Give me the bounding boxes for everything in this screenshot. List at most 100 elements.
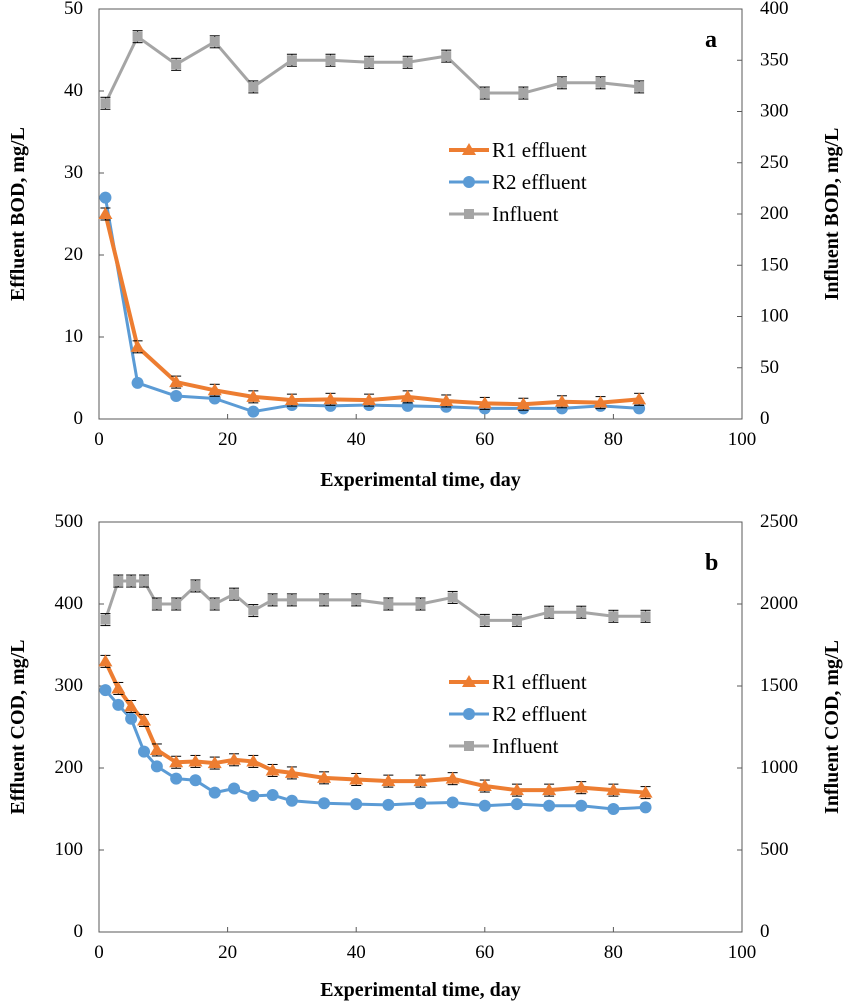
square-marker <box>267 594 278 605</box>
y-tick-label: 0 <box>74 921 84 942</box>
y2-tick-label: 2000 <box>760 593 798 614</box>
triangle-marker <box>632 392 647 405</box>
triangle-marker <box>400 389 415 402</box>
triangle-marker <box>265 763 280 776</box>
square-marker <box>190 580 201 591</box>
chart-panel-a: 0 20 40 60 80 1000102030405005010015020025030… <box>7 0 843 491</box>
circle-marker <box>463 708 475 720</box>
x-tick-label: 40 <box>347 942 366 963</box>
y2-tick-label: 200 <box>760 203 789 224</box>
series-line <box>104 579 646 622</box>
y-tick-label: 300 <box>55 675 84 696</box>
triangle-marker <box>207 383 222 396</box>
series-line <box>103 213 640 407</box>
triangle-marker <box>362 393 377 406</box>
y-tick-label: 500 <box>55 511 84 532</box>
y2-tick-label: 1500 <box>760 675 798 696</box>
circle-marker <box>170 390 183 403</box>
square-marker <box>608 611 619 622</box>
x-axis-label: Experimental time, day <box>320 469 521 491</box>
y2-tick-label: 0 <box>760 921 770 942</box>
x-tick-label: 80 <box>604 942 623 963</box>
square-marker <box>402 57 413 68</box>
triangle-marker <box>207 756 222 769</box>
plot-area <box>98 8 743 420</box>
square-marker <box>595 77 606 88</box>
x-tick-label: 0 <box>94 429 104 450</box>
circle-marker <box>228 782 241 795</box>
y2-axis-label: Influent BOD, mg/L <box>821 128 843 301</box>
x-tick-label: 40 <box>347 429 366 450</box>
circle-marker <box>189 774 202 787</box>
y2-tick-label: 50 <box>760 357 779 378</box>
triangle-marker <box>349 772 364 785</box>
legend-label: Influent <box>492 734 559 758</box>
y2-tick-label: 350 <box>760 49 789 70</box>
square-marker <box>383 599 394 609</box>
y2-tick-label: 250 <box>760 152 789 173</box>
circle-marker <box>170 772 183 785</box>
triangle-marker <box>284 765 299 778</box>
y-tick-label: 30 <box>64 162 83 183</box>
x-tick-label: 20 <box>218 942 237 963</box>
triangle-marker <box>169 755 184 768</box>
square-marker <box>139 576 150 587</box>
x-axis-label: Experimental time, day <box>320 979 521 1001</box>
series-influent <box>100 574 651 627</box>
y-tick-label: 400 <box>55 593 84 614</box>
circle-marker <box>99 191 112 204</box>
triangle-marker <box>246 754 261 767</box>
square-marker <box>126 576 137 587</box>
square-marker <box>229 589 240 600</box>
series-r1-effluent <box>98 207 647 411</box>
triangle-marker <box>188 754 203 767</box>
triangle-marker <box>439 393 454 406</box>
legend-label: R1 effluent <box>492 670 587 694</box>
circle-marker <box>138 745 151 758</box>
square-marker <box>286 594 297 605</box>
legend: R1 effluent R2 effluent Influent <box>449 670 587 758</box>
square-marker <box>479 615 490 626</box>
square-marker <box>132 31 143 42</box>
y2-tick-label: 0 <box>760 408 770 429</box>
triangle-marker <box>317 770 332 783</box>
y-tick-label: 50 <box>64 0 83 19</box>
triangle-marker <box>477 396 492 409</box>
triangle-marker <box>381 774 396 787</box>
circle-marker <box>318 797 331 810</box>
y-tick-label: 100 <box>55 839 84 860</box>
square-marker <box>479 88 490 99</box>
legend-label: R1 effluent <box>492 138 587 162</box>
triangle-marker <box>98 654 113 667</box>
circle-marker <box>208 392 221 405</box>
y2-tick-label: 400 <box>760 0 789 19</box>
triangle-marker <box>445 771 460 784</box>
legend-label: R2 effluent <box>492 702 587 726</box>
triangle-marker <box>542 783 557 796</box>
legend-label: R2 effluent <box>492 170 587 194</box>
y-tick-label: 40 <box>64 80 83 101</box>
y2-tick-label: 500 <box>760 839 789 860</box>
series-line <box>103 197 640 414</box>
circle-marker <box>247 405 260 418</box>
circle-marker <box>112 698 125 711</box>
square-marker <box>286 55 297 66</box>
x-tick-label: 20 <box>218 429 237 450</box>
circle-marker <box>607 803 620 815</box>
series-r2-effluent <box>99 684 652 815</box>
circle-marker <box>131 376 144 389</box>
square-marker <box>151 599 162 609</box>
y2-tick-label: 1000 <box>760 757 798 778</box>
circle-marker <box>350 798 363 811</box>
y2-tick-label: 100 <box>760 306 789 327</box>
triangle-marker <box>169 375 184 388</box>
y2-axis-label: Influent COD, mg/L <box>821 640 843 814</box>
y-tick-label: 200 <box>55 757 84 778</box>
square-marker <box>518 88 529 99</box>
square-marker <box>171 599 182 609</box>
triangle-marker <box>98 207 113 219</box>
y-axis-label: Effluent COD, mg/L <box>7 640 29 815</box>
square-marker <box>100 614 111 625</box>
